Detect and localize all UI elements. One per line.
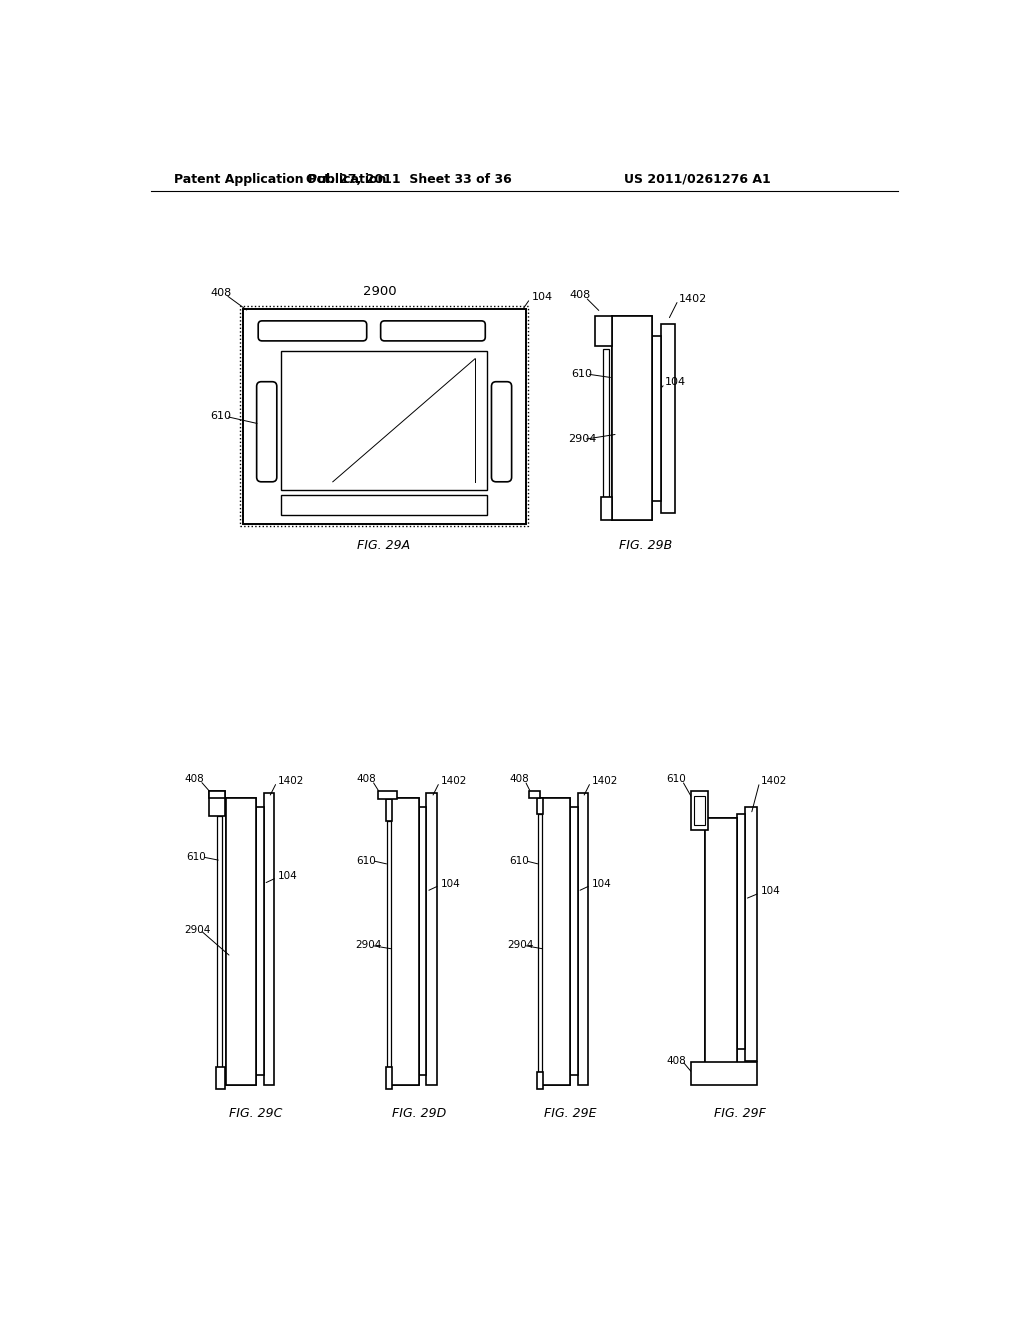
Bar xyxy=(693,796,705,825)
Bar xyxy=(378,792,397,799)
Bar xyxy=(693,796,705,825)
Bar xyxy=(256,807,263,1074)
Bar xyxy=(419,807,426,1074)
Bar xyxy=(569,807,578,1074)
Bar xyxy=(538,1072,543,1089)
Text: 1402: 1402 xyxy=(592,776,617,785)
Text: 2904: 2904 xyxy=(355,940,382,950)
Bar xyxy=(389,797,419,1085)
Bar xyxy=(737,814,744,1049)
Text: FIG. 29E: FIG. 29E xyxy=(544,1106,596,1119)
Text: FIG. 29D: FIG. 29D xyxy=(391,1106,445,1119)
Text: 1402: 1402 xyxy=(761,776,786,785)
Bar xyxy=(386,1067,391,1089)
Text: FIG. 29F: FIG. 29F xyxy=(715,1106,766,1119)
Bar xyxy=(662,323,675,512)
Text: 1402: 1402 xyxy=(278,776,304,785)
FancyBboxPatch shape xyxy=(258,321,367,341)
Text: 1402: 1402 xyxy=(440,776,467,785)
Bar xyxy=(243,309,525,524)
Text: 408: 408 xyxy=(210,288,231,298)
Bar xyxy=(426,793,437,1085)
FancyBboxPatch shape xyxy=(492,381,512,482)
Bar xyxy=(705,818,737,1069)
Text: 610: 610 xyxy=(356,855,377,866)
Bar xyxy=(611,317,652,520)
Bar xyxy=(263,793,274,1085)
Bar xyxy=(241,306,528,527)
Text: 2904: 2904 xyxy=(568,434,597,445)
Text: 408: 408 xyxy=(667,1056,686,1065)
Bar xyxy=(578,793,589,1085)
Bar xyxy=(209,792,225,797)
Bar xyxy=(690,1063,758,1085)
Text: Patent Application Publication: Patent Application Publication xyxy=(174,173,387,186)
Bar xyxy=(652,335,662,502)
Text: Oct. 27, 2011  Sheet 33 of 36: Oct. 27, 2011 Sheet 33 of 36 xyxy=(306,173,511,186)
Text: 104: 104 xyxy=(665,376,686,387)
Text: 104: 104 xyxy=(440,879,460,888)
Bar xyxy=(282,351,486,490)
Text: 610: 610 xyxy=(667,774,686,784)
Bar xyxy=(216,1067,225,1089)
Text: 1402: 1402 xyxy=(679,293,708,304)
Bar xyxy=(744,807,758,1061)
Text: 2900: 2900 xyxy=(364,285,396,298)
Text: 408: 408 xyxy=(184,774,205,784)
Bar xyxy=(611,317,652,520)
Bar xyxy=(217,816,222,1071)
Text: 408: 408 xyxy=(356,774,377,784)
Bar xyxy=(601,498,611,520)
Bar xyxy=(538,797,543,814)
Text: 104: 104 xyxy=(278,871,297,880)
Bar xyxy=(690,792,708,830)
FancyBboxPatch shape xyxy=(381,321,485,341)
Text: US 2011/0261276 A1: US 2011/0261276 A1 xyxy=(624,173,771,186)
Text: FIG. 29A: FIG. 29A xyxy=(357,539,411,552)
Text: 408: 408 xyxy=(569,290,591,301)
Bar xyxy=(282,495,486,515)
Bar xyxy=(705,818,737,1069)
Text: 408: 408 xyxy=(509,774,529,784)
Text: 104: 104 xyxy=(592,879,611,888)
Bar xyxy=(595,317,611,346)
Bar xyxy=(541,797,569,1085)
Bar xyxy=(226,797,256,1085)
Text: 104: 104 xyxy=(531,292,553,302)
Bar xyxy=(538,814,542,1072)
Bar xyxy=(529,792,541,797)
Bar xyxy=(541,797,569,1085)
Bar xyxy=(226,797,256,1085)
Text: 104: 104 xyxy=(761,887,780,896)
Bar xyxy=(389,797,419,1085)
Text: 2904: 2904 xyxy=(508,940,535,950)
Bar xyxy=(209,792,225,816)
Text: 610: 610 xyxy=(186,851,206,862)
Text: 2904: 2904 xyxy=(184,925,211,935)
Text: 610: 610 xyxy=(571,370,592,379)
Bar xyxy=(386,799,391,821)
Bar xyxy=(387,821,391,1067)
Bar xyxy=(603,350,609,498)
Text: 610: 610 xyxy=(509,855,529,866)
Text: 610: 610 xyxy=(210,412,231,421)
Text: FIG. 29C: FIG. 29C xyxy=(229,1106,283,1119)
Text: FIG. 29B: FIG. 29B xyxy=(620,539,673,552)
FancyBboxPatch shape xyxy=(257,381,276,482)
